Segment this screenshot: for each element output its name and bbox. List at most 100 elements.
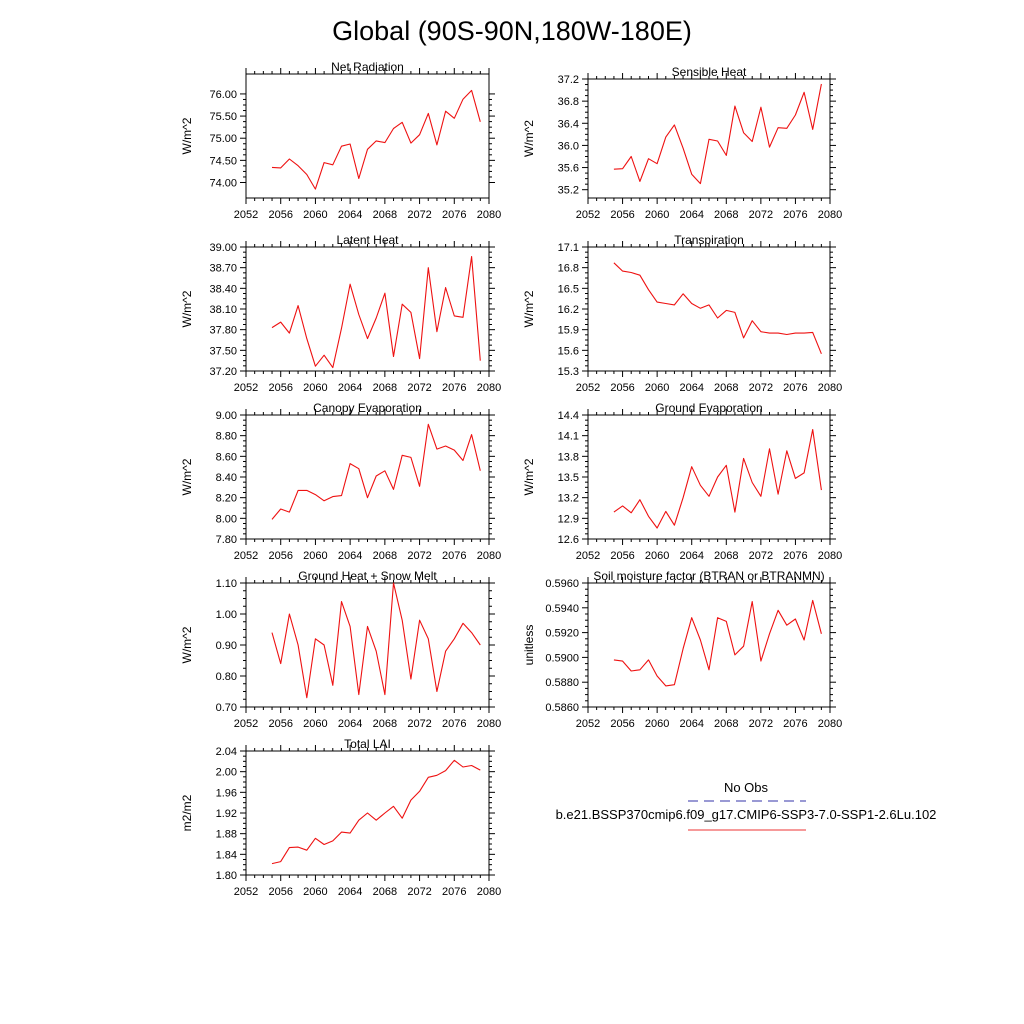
y-axis-label: W/m^2 <box>180 626 194 663</box>
x-tick-label: 2076 <box>783 382 807 394</box>
y-tick-label: 12.6 <box>558 534 579 546</box>
x-tick-label: 2064 <box>338 550 362 562</box>
y-tick-label: 13.8 <box>558 451 579 463</box>
y-tick-label: 1.00 <box>216 609 237 621</box>
series-line <box>613 428 822 529</box>
x-tick-label: 2072 <box>749 550 773 562</box>
x-tick-label: 2080 <box>818 718 842 730</box>
y-tick-label: 1.10 <box>216 578 237 590</box>
series-line <box>271 582 481 699</box>
x-tick-label: 2072 <box>749 209 773 221</box>
panel-title: Ground Heat + Snow Melt <box>298 569 437 583</box>
x-tick-label: 2076 <box>442 550 466 562</box>
y-axis-label: W/m^2 <box>522 458 536 495</box>
y-tick-label: 1.80 <box>216 870 237 882</box>
y-tick-label: 2.04 <box>216 746 237 758</box>
y-tick-label: 9.00 <box>216 410 237 422</box>
x-tick-label: 2064 <box>338 718 362 730</box>
x-tick-label: 2072 <box>407 550 431 562</box>
x-tick-label: 2052 <box>576 382 600 394</box>
y-tick-label: 8.00 <box>216 513 237 525</box>
x-tick-label: 2076 <box>442 209 466 221</box>
series-line <box>613 262 822 355</box>
panel-title: Latent Heat <box>336 233 399 247</box>
y-tick-label: 36.8 <box>558 96 579 108</box>
x-tick-label: 2056 <box>610 382 634 394</box>
x-tick-label: 2072 <box>407 209 431 221</box>
y-tick-label: 12.9 <box>558 513 579 525</box>
y-tick-label: 0.80 <box>216 671 237 683</box>
x-tick-label: 2064 <box>338 209 362 221</box>
y-tick-label: 37.50 <box>209 345 237 357</box>
x-tick-label: 2072 <box>407 382 431 394</box>
y-tick-label: 13.5 <box>558 472 579 484</box>
y-axis-label: W/m^2 <box>180 290 194 327</box>
y-tick-label: 14.4 <box>558 410 579 422</box>
panels-group: Net Radiation 2052 2056 2060 2064 2068 2072 207… <box>180 60 842 898</box>
y-tick-label: 0.90 <box>216 640 237 652</box>
x-tick-label: 2060 <box>645 550 669 562</box>
panel-title: Soil moisture factor (BTRAN or BTRANMN) <box>593 569 824 583</box>
plot-frame <box>245 414 490 540</box>
plot-frame <box>587 582 831 708</box>
x-tick-label: 2080 <box>477 382 501 394</box>
y-tick-label: 0.5860 <box>545 702 579 714</box>
y-tick-label: 35.2 <box>558 185 579 197</box>
x-tick-label: 2080 <box>818 209 842 221</box>
x-tick-label: 2076 <box>442 718 466 730</box>
x-tick-label: 2056 <box>268 209 292 221</box>
x-tick-label: 2080 <box>477 718 501 730</box>
x-tick-label: 2068 <box>714 382 738 394</box>
x-tick-label: 2056 <box>610 550 634 562</box>
y-tick-label: 75.00 <box>209 133 237 145</box>
y-tick-label: 2.00 <box>216 767 237 779</box>
y-tick-label: 0.5940 <box>545 603 579 615</box>
x-tick-label: 2064 <box>679 718 703 730</box>
x-tick-label: 2068 <box>373 382 397 394</box>
x-tick-label: 2080 <box>477 886 501 898</box>
x-tick-label: 2056 <box>268 382 292 394</box>
panel-title: Ground Evaporation <box>655 401 762 415</box>
x-tick-label: 2056 <box>610 209 634 221</box>
x-tick-label: 2068 <box>373 886 397 898</box>
series-line <box>271 89 481 190</box>
x-tick-label: 2052 <box>576 550 600 562</box>
x-tick-label: 2068 <box>373 718 397 730</box>
legend-label-model-run: b.e21.BSSP370cmip6.f09_g17.CMIP6-SSP3-7.… <box>556 807 937 822</box>
x-tick-label: 2068 <box>373 550 397 562</box>
y-tick-label: 75.50 <box>209 111 237 123</box>
y-tick-label: 8.80 <box>216 431 237 443</box>
y-tick-label: 8.20 <box>216 493 237 505</box>
y-tick-label: 14.1 <box>558 431 579 443</box>
y-tick-label: 1.84 <box>216 849 237 861</box>
y-tick-label: 37.80 <box>209 325 237 337</box>
panel-title: Sensible Heat <box>672 65 747 79</box>
y-tick-label: 13.2 <box>558 493 579 505</box>
x-tick-label: 2072 <box>407 718 431 730</box>
x-tick-label: 2072 <box>749 718 773 730</box>
y-tick-label: 35.6 <box>558 163 579 175</box>
series-line <box>271 256 481 369</box>
x-tick-label: 2076 <box>783 550 807 562</box>
x-tick-label: 2080 <box>477 209 501 221</box>
figure-title: Global (90S-90N,180W-180E) <box>332 16 692 46</box>
x-tick-label: 2052 <box>234 718 258 730</box>
x-tick-label: 2052 <box>576 209 600 221</box>
x-tick-label: 2076 <box>783 209 807 221</box>
x-tick-label: 2052 <box>234 550 258 562</box>
y-tick-label: 0.5960 <box>545 578 579 590</box>
y-tick-label: 38.40 <box>209 283 237 295</box>
y-axis-label: W/m^2 <box>180 117 194 154</box>
chart-panel-2: Sensible Heat 2052 2056 2060 2064 2068 2072 207… <box>522 65 842 221</box>
y-tick-label: 37.2 <box>558 74 579 86</box>
plot-frame <box>587 246 831 372</box>
x-tick-label: 2056 <box>268 718 292 730</box>
x-tick-label: 2060 <box>303 886 327 898</box>
series-line <box>613 83 822 185</box>
y-tick-label: 36.0 <box>558 140 579 152</box>
x-tick-label: 2072 <box>749 382 773 394</box>
y-tick-label: 16.2 <box>558 304 579 316</box>
y-tick-label: 74.00 <box>209 178 237 190</box>
legend-label-no-obs: No Obs <box>724 780 769 795</box>
